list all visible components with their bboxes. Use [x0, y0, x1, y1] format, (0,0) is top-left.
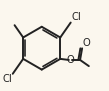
Text: O: O — [66, 55, 74, 65]
Text: O: O — [82, 38, 90, 48]
Text: Cl: Cl — [71, 12, 81, 22]
Text: Cl: Cl — [2, 74, 12, 84]
